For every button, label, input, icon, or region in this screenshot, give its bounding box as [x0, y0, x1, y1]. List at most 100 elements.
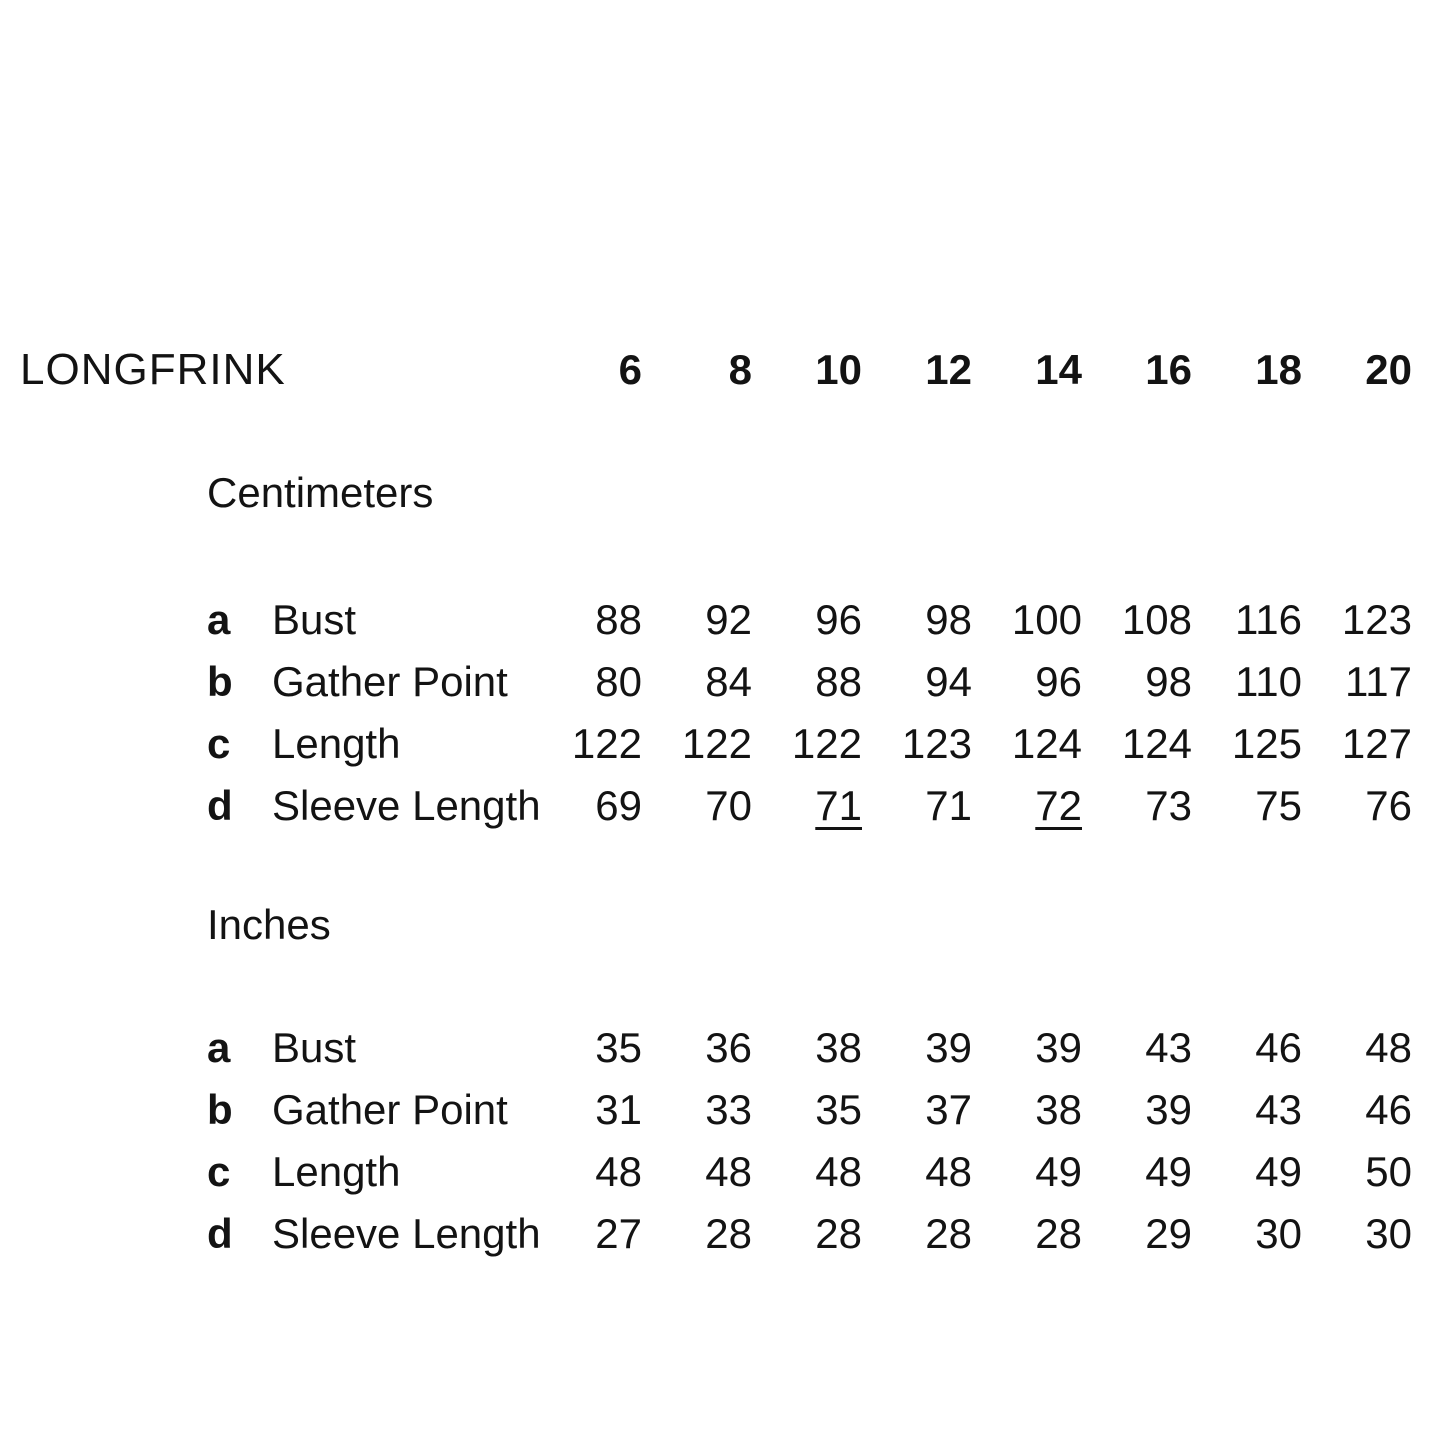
- measurement-value: 123: [1341, 596, 1412, 643]
- measurement-value: 37: [925, 1086, 972, 1133]
- row-letter: c: [207, 720, 231, 767]
- measurement-value: 49: [1035, 1148, 1082, 1195]
- measurement-value: 76: [1365, 782, 1412, 829]
- measurement-value: 35: [815, 1086, 862, 1133]
- size-header-16: 16: [1145, 346, 1192, 393]
- measurement-value: 84: [705, 658, 752, 705]
- row-label: Gather Point: [272, 1086, 508, 1133]
- table-row-cm-gather-point: b Gather Point 80 84 88 94 96 98 110 117: [20, 651, 1412, 713]
- measurement-value: 29: [1145, 1210, 1192, 1257]
- measurement-value: 92: [705, 596, 752, 643]
- measurement-value: 98: [1145, 658, 1192, 705]
- measurement-value: 80: [595, 658, 642, 705]
- measurement-value: 69: [595, 782, 642, 829]
- row-label: Sleeve Length: [272, 1210, 541, 1257]
- measurement-value: 28: [815, 1210, 862, 1257]
- size-chart-header-row: LONGFRINK 6 8 10 12 14 16 18 20: [20, 339, 1412, 401]
- measurement-value: 125: [1231, 720, 1302, 767]
- measurement-value: 50: [1365, 1148, 1412, 1195]
- measurement-value: 38: [1035, 1086, 1082, 1133]
- measurement-value: 49: [1145, 1148, 1192, 1195]
- size-header-20: 20: [1365, 346, 1412, 393]
- measurement-value: 122: [571, 720, 642, 767]
- measurement-value: 30: [1365, 1210, 1412, 1257]
- measurement-value: 116: [1235, 596, 1302, 643]
- inches-table: a Bust 35 36 38 39 39 43 46 48 b Gather …: [20, 1017, 1412, 1265]
- measurement-value: 39: [1145, 1086, 1192, 1133]
- measurement-value: 48: [705, 1148, 752, 1195]
- measurement-value-underlined: 71: [815, 782, 862, 829]
- measurement-value: 96: [1035, 658, 1082, 705]
- row-letter: b: [207, 1086, 233, 1133]
- measurement-value: 38: [815, 1024, 862, 1071]
- measurement-value: 122: [681, 720, 752, 767]
- measurement-value: 124: [1121, 720, 1192, 767]
- row-label: Bust: [272, 1024, 357, 1071]
- measurement-value: 108: [1121, 596, 1192, 643]
- row-letter: d: [207, 1210, 233, 1257]
- measurement-value: 94: [925, 658, 972, 705]
- product-name: LONGFRINK: [20, 345, 286, 394]
- measurement-value: 39: [925, 1024, 972, 1071]
- measurement-value: 27: [595, 1210, 642, 1257]
- measurement-value: 110: [1235, 658, 1302, 705]
- row-letter: a: [207, 1024, 231, 1071]
- measurement-value: 98: [925, 596, 972, 643]
- row-label: Length: [272, 720, 401, 767]
- row-label: Sleeve Length: [272, 782, 541, 829]
- measurement-value: 28: [925, 1210, 972, 1257]
- section-label-inches: Inches: [207, 901, 331, 948]
- section-label-centimeters: Centimeters: [207, 469, 434, 516]
- measurement-value: 49: [1255, 1148, 1302, 1195]
- measurement-value: 43: [1145, 1024, 1192, 1071]
- measurement-value: 122: [791, 720, 862, 767]
- size-header-10: 10: [815, 346, 862, 393]
- measurement-value: 124: [1011, 720, 1082, 767]
- size-header-14: 14: [1035, 346, 1082, 393]
- measurement-value: 88: [595, 596, 642, 643]
- measurement-value: 71: [925, 782, 972, 829]
- measurement-value: 39: [1035, 1024, 1082, 1071]
- size-header-6: 6: [618, 346, 642, 393]
- measurement-value: 46: [1255, 1024, 1302, 1071]
- measurement-value: 48: [595, 1148, 642, 1195]
- table-row-in-sleeve-length: d Sleeve Length 27 28 28 28 28 29 30 30: [20, 1203, 1412, 1265]
- measurement-value: 35: [595, 1024, 642, 1071]
- measurement-value: 30: [1255, 1210, 1302, 1257]
- row-label: Bust: [272, 596, 357, 643]
- row-label: Length: [272, 1148, 401, 1195]
- measurement-value: 100: [1011, 596, 1082, 643]
- measurement-value: 43: [1255, 1086, 1302, 1133]
- measurement-value: 48: [815, 1148, 862, 1195]
- table-row-in-gather-point: b Gather Point 31 33 35 37 38 39 43 46: [20, 1079, 1412, 1141]
- row-letter: b: [207, 658, 233, 705]
- table-row-cm-length: c Length 122 122 122 123 124 124 125 127: [20, 713, 1412, 775]
- row-letter: a: [207, 596, 231, 643]
- measurement-value-underlined: 72: [1035, 782, 1082, 829]
- centimeters-table: a Bust 88 92 96 98 100 108 116 123 b Gat…: [20, 589, 1412, 837]
- measurement-value: 117: [1345, 658, 1412, 705]
- measurement-value: 75: [1255, 782, 1302, 829]
- table-row-cm-sleeve-length: d Sleeve Length 69 70 71 71 72 73 75 76: [20, 775, 1412, 837]
- measurement-value: 96: [815, 596, 862, 643]
- measurement-value: 48: [925, 1148, 972, 1195]
- row-letter: d: [207, 782, 233, 829]
- measurement-value: 28: [705, 1210, 752, 1257]
- measurement-value: 46: [1365, 1086, 1412, 1133]
- table-row-in-bust: a Bust 35 36 38 39 39 43 46 48: [20, 1017, 1412, 1079]
- size-header-18: 18: [1255, 346, 1302, 393]
- measurement-value: 70: [705, 782, 752, 829]
- measurement-value: 33: [705, 1086, 752, 1133]
- table-row-in-length: c Length 48 48 48 48 49 49 49 50: [20, 1141, 1412, 1203]
- row-label: Gather Point: [272, 658, 508, 705]
- measurement-value: 31: [595, 1086, 642, 1133]
- row-letter: c: [207, 1148, 231, 1195]
- measurement-value: 28: [1035, 1210, 1082, 1257]
- measurement-value: 48: [1365, 1024, 1412, 1071]
- table-row-cm-bust: a Bust 88 92 96 98 100 108 116 123: [20, 589, 1412, 651]
- measurement-value: 36: [705, 1024, 752, 1071]
- measurement-value: 127: [1341, 720, 1412, 767]
- measurement-value: 88: [815, 658, 862, 705]
- size-header-8: 8: [728, 346, 752, 393]
